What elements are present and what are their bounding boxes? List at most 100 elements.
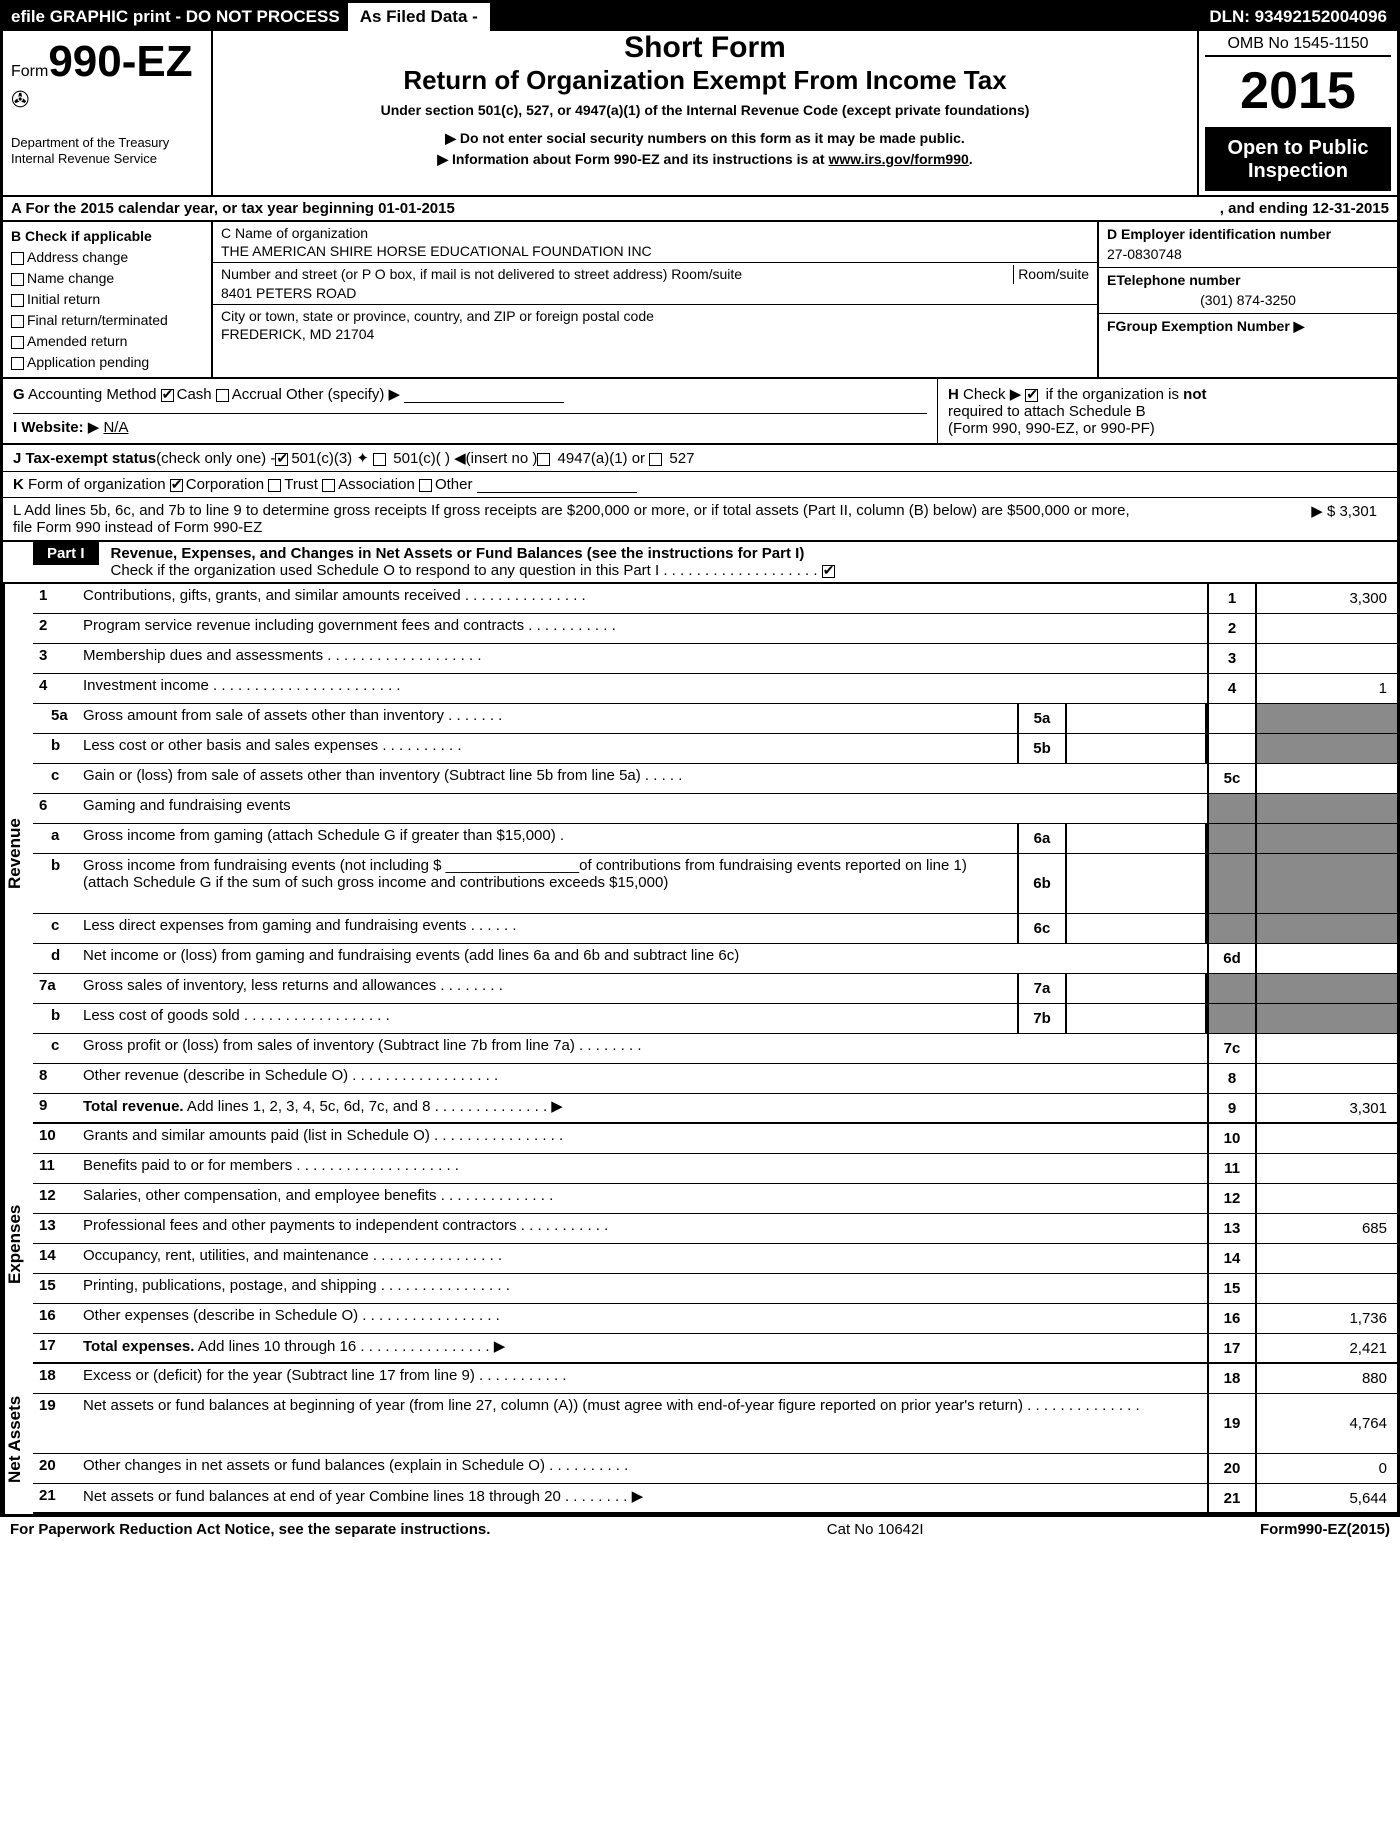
line-desc: Gaming and fundraising events bbox=[79, 794, 1207, 823]
org-city: FREDERICK, MD 21704 bbox=[221, 325, 1089, 343]
right-num: 11 bbox=[1207, 1154, 1257, 1183]
right-val bbox=[1257, 1034, 1397, 1063]
org-name: THE AMERICAN SHIRE HORSE EDUCATIONAL FOU… bbox=[221, 242, 1089, 260]
checkbox-final-return-terminated[interactable]: Final return/terminated bbox=[11, 310, 203, 331]
right-num bbox=[1207, 974, 1257, 1003]
right-val bbox=[1257, 1004, 1397, 1033]
zone-revenue: Revenue1Contributions, gifts, grants, an… bbox=[3, 584, 1397, 1124]
line-8: 8Other revenue (describe in Schedule O) … bbox=[33, 1064, 1397, 1094]
right-val: 3,300 bbox=[1257, 584, 1397, 613]
line-num: 10 bbox=[33, 1124, 79, 1153]
footer-cat: Cat No 10642I bbox=[490, 1521, 1260, 1538]
line-9: 9Total revenue. Add lines 1, 2, 3, 4, 5c… bbox=[33, 1094, 1397, 1124]
right-val bbox=[1257, 974, 1397, 1003]
line-num: b bbox=[33, 854, 79, 913]
line-10: 10Grants and similar amounts paid (list … bbox=[33, 1124, 1397, 1154]
line-16: 16Other expenses (describe in Schedule O… bbox=[33, 1304, 1397, 1334]
line-num: 20 bbox=[33, 1454, 79, 1483]
line-12: 12Salaries, other compensation, and empl… bbox=[33, 1184, 1397, 1214]
right-num: 9 bbox=[1207, 1094, 1257, 1122]
line-13: 13Professional fees and other payments t… bbox=[33, 1214, 1397, 1244]
line-1: 1Contributions, gifts, grants, and simil… bbox=[33, 584, 1397, 614]
line-num: 21 bbox=[33, 1484, 79, 1512]
line-num: b bbox=[33, 1004, 79, 1033]
irs-link[interactable]: www.irs.gov/form990 bbox=[828, 151, 968, 167]
line-desc: Gross profit or (loss) from sales of inv… bbox=[79, 1034, 1207, 1063]
part1-header: Part I Revenue, Expenses, and Changes in… bbox=[3, 542, 1397, 584]
line-desc: Net assets or fund balances at beginning… bbox=[79, 1394, 1207, 1453]
l-text: L Add lines 5b, 6c, and 7b to line 9 to … bbox=[13, 502, 1133, 536]
c-city-label: City or town, state or province, country… bbox=[221, 307, 1089, 325]
line-2: 2Program service revenue including gover… bbox=[33, 614, 1397, 644]
right-num bbox=[1207, 914, 1257, 943]
right-val bbox=[1257, 1124, 1397, 1153]
line-11: 11Benefits paid to or for members . . . … bbox=[33, 1154, 1397, 1184]
right-val bbox=[1257, 1244, 1397, 1273]
right-val: 4,764 bbox=[1257, 1394, 1397, 1453]
section-bcdef: B Check if applicable Address changeName… bbox=[3, 222, 1397, 379]
right-num: 21 bbox=[1207, 1484, 1257, 1512]
right-num bbox=[1207, 854, 1257, 913]
line-desc: Less cost of goods sold . . . . . . . . … bbox=[79, 1004, 1017, 1033]
line-desc: Professional fees and other payments to … bbox=[79, 1214, 1207, 1243]
line-desc: Excess or (deficit) for the year (Subtra… bbox=[79, 1364, 1207, 1393]
k-row: K Form of organization Corporation Trust… bbox=[3, 472, 1397, 498]
topbar: efile GRAPHIC print - DO NOT PROCESS As … bbox=[3, 3, 1397, 31]
j-row: J Tax-exempt status(check only one) -501… bbox=[3, 445, 1397, 472]
right-val bbox=[1257, 914, 1397, 943]
line-desc: Net income or (loss) from gaming and fun… bbox=[79, 944, 1207, 973]
short-form-label: Short Form bbox=[223, 31, 1187, 65]
ein-value: 27-0830748 bbox=[1107, 246, 1182, 262]
right-num bbox=[1207, 704, 1257, 733]
checkbox-address-change[interactable]: Address change bbox=[11, 247, 203, 268]
right-val: 5,644 bbox=[1257, 1484, 1397, 1512]
line-num: 2 bbox=[33, 614, 79, 643]
right-num: 4 bbox=[1207, 674, 1257, 703]
right-val bbox=[1257, 644, 1397, 673]
l-value: ▶ $ 3,301 bbox=[1311, 502, 1377, 536]
l-row: L Add lines 5b, 6c, and 7b to line 9 to … bbox=[3, 498, 1397, 542]
line-desc: Membership dues and assessments . . . . … bbox=[79, 644, 1207, 673]
line-14: 14Occupancy, rent, utilities, and mainte… bbox=[33, 1244, 1397, 1274]
mid-num: 6c bbox=[1017, 914, 1067, 943]
line-c: cGross profit or (loss) from sales of in… bbox=[33, 1034, 1397, 1064]
line-num: d bbox=[33, 944, 79, 973]
right-val bbox=[1257, 944, 1397, 973]
gh-row: G Accounting Method Cash Accrual Other (… bbox=[3, 379, 1397, 445]
line-desc: Gain or (loss) from sale of assets other… bbox=[79, 764, 1207, 793]
mid-num: 6a bbox=[1017, 824, 1067, 853]
line-num: c bbox=[33, 1034, 79, 1063]
line-desc: Total revenue. Add lines 1, 2, 3, 4, 5c,… bbox=[79, 1094, 1207, 1122]
mid-val bbox=[1067, 854, 1207, 913]
col-def: D Employer identification number 27-0830… bbox=[1097, 222, 1397, 377]
checkbox-initial-return[interactable]: Initial return bbox=[11, 289, 203, 310]
line-19: 19Net assets or fund balances at beginni… bbox=[33, 1394, 1397, 1454]
vertical-label: Expenses bbox=[3, 1124, 33, 1364]
line-num: c bbox=[33, 914, 79, 943]
right-val bbox=[1257, 854, 1397, 913]
line-desc: Other expenses (describe in Schedule O) … bbox=[79, 1304, 1207, 1333]
line-num: 13 bbox=[33, 1214, 79, 1243]
checkbox-name-change[interactable]: Name change bbox=[11, 268, 203, 289]
right-val: 685 bbox=[1257, 1214, 1397, 1243]
checkbox-application-pending[interactable]: Application pending bbox=[11, 352, 203, 373]
mid-num: 6b bbox=[1017, 854, 1067, 913]
topbar-dln: DLN: 93492152004096 bbox=[1199, 3, 1397, 31]
line-num: 14 bbox=[33, 1244, 79, 1273]
mid-val bbox=[1067, 1004, 1207, 1033]
line-desc: Net assets or fund balances at end of ye… bbox=[79, 1484, 1207, 1512]
line-a: aGross income from gaming (attach Schedu… bbox=[33, 824, 1397, 854]
col-b-checkboxes: B Check if applicable Address changeName… bbox=[3, 222, 213, 377]
right-val bbox=[1257, 794, 1397, 823]
line-desc: Occupancy, rent, utilities, and maintena… bbox=[79, 1244, 1207, 1273]
line-num: 19 bbox=[33, 1394, 79, 1453]
right-num: 20 bbox=[1207, 1454, 1257, 1483]
website-value[interactable]: N/A bbox=[103, 419, 128, 436]
topbar-mid: As Filed Data - bbox=[348, 3, 490, 31]
ein-label: D Employer identification number bbox=[1107, 226, 1331, 242]
right-num: 10 bbox=[1207, 1124, 1257, 1153]
line-num: a bbox=[33, 824, 79, 853]
line-b: bGross income from fundraising events (n… bbox=[33, 854, 1397, 914]
checkbox-amended-return[interactable]: Amended return bbox=[11, 331, 203, 352]
col-c-org: C Name of organization THE AMERICAN SHIR… bbox=[213, 222, 1097, 377]
